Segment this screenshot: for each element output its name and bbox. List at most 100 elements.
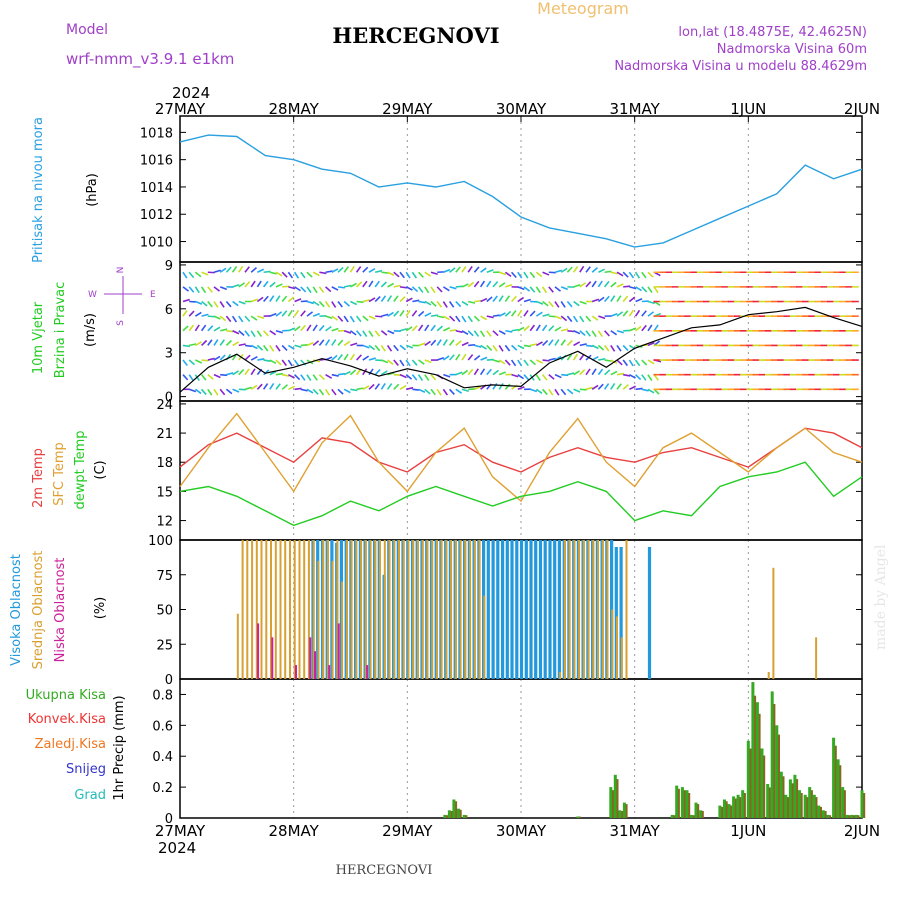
wind-arrow [312,324,318,332]
temp-unit: (C) [93,460,108,479]
cloud-mid-bar [312,540,315,679]
cloud-mid-bar [426,540,429,679]
cloud-mid-bar [606,540,609,679]
wind-arrow [641,271,647,279]
wind-arrow [473,330,480,337]
precip-conv-bar [810,790,813,818]
wind-arrow [207,325,214,332]
wind-arrow [635,387,643,391]
wind-arrow [232,300,239,307]
wind-arrow [306,311,314,317]
wind-arrow [448,301,455,308]
cloud-high-bar [515,540,519,679]
wind-arrow [182,325,189,332]
wind-arrow [275,359,282,366]
precip-conv-bar [815,797,818,818]
wind-arrow [386,383,393,390]
wind-arrow [368,297,376,303]
cloud-low-bar [314,651,316,679]
wind-arrow [287,344,295,350]
wind-arrow [368,267,376,273]
cloud-mid-bar [412,540,415,679]
cloud-mid-bar [616,616,618,679]
precip-total-bar [680,787,684,818]
cloud-mid-bar [767,672,770,679]
cloud-mid-bar [625,540,628,679]
wind-arrow [622,359,629,367]
precip-conv-bar [725,801,728,818]
wind-arrow [629,373,636,379]
precip-total-bar [690,814,693,818]
altitude-label: Nadmorska Visina 60m [717,42,867,57]
wind-arrow [380,344,386,352]
y-tick-label: 21 [156,427,173,442]
wind-arrow [318,324,325,332]
wind-arrow [604,330,610,337]
cloud-mid-bar [445,540,448,679]
wind-arrow [554,301,560,308]
wind-arrow [287,359,293,367]
wind-arrow [375,315,383,318]
wind-arrow [591,344,599,350]
precip-conv-bar [796,779,799,818]
wind-arrow [182,271,188,279]
wind-arrow [511,295,517,303]
wind-arrow [325,270,333,274]
wind-arrow [591,298,600,303]
wind-arrow [374,295,381,303]
wind-arrow [250,280,256,288]
wind-arrow [572,266,579,273]
year-top: 2024 [172,84,210,102]
wind-arrow [275,295,281,302]
wind-arrow [387,271,395,276]
wind-arrow [517,359,523,367]
wind-arrow [344,284,352,288]
wind-arrow [430,300,437,307]
wind-arrow [504,310,512,317]
wind-arrow [288,286,296,290]
wind-arrow [597,368,604,376]
wind-arrow [405,359,411,367]
y-tick-label: 75 [156,569,173,584]
wind-arrow [467,281,475,288]
wind-arrow [548,325,555,332]
wind-arrow [226,372,234,376]
wind-arrow [343,388,351,394]
wind-arrow [312,340,320,347]
wind-arrow [635,286,642,292]
wind-arrow [244,386,252,391]
precip-conv-bar [834,745,837,818]
wind-arrow [436,357,445,361]
wind-arrow [467,368,474,376]
wind-arrow [541,374,548,381]
wind-arrow [455,315,461,323]
cloud-mid-bar [289,540,291,679]
wind-arrow [368,330,374,338]
wind-arrow [573,284,581,288]
wind-arrow [195,341,202,347]
wind-arrow [529,286,536,293]
precip-conv-bar [843,790,846,818]
wind-arrow [566,300,573,308]
sfc-temp-label: SFC Temp [52,442,67,506]
wind-arrow [479,368,486,376]
cloud-mid-bar [601,540,604,679]
wind-arrow [350,282,357,288]
wind-arrow [294,286,301,292]
wind-arrow [523,359,529,367]
wind-arrow [380,382,386,390]
cloud-mid-bar [307,540,310,679]
wind-arrow [554,286,562,292]
wind-arrow [449,329,457,332]
wind-arrow [350,300,358,306]
wind-arrow [492,383,498,390]
wind-arrow [604,369,611,376]
wind-arrow [622,384,629,390]
cloud-mid-bar [772,567,775,679]
wind-arrow [591,330,597,338]
cloud-high-bar [543,540,547,679]
wind-arrow [349,369,357,376]
wind-arrow [306,324,312,332]
cloud-mid-bar [255,540,258,679]
